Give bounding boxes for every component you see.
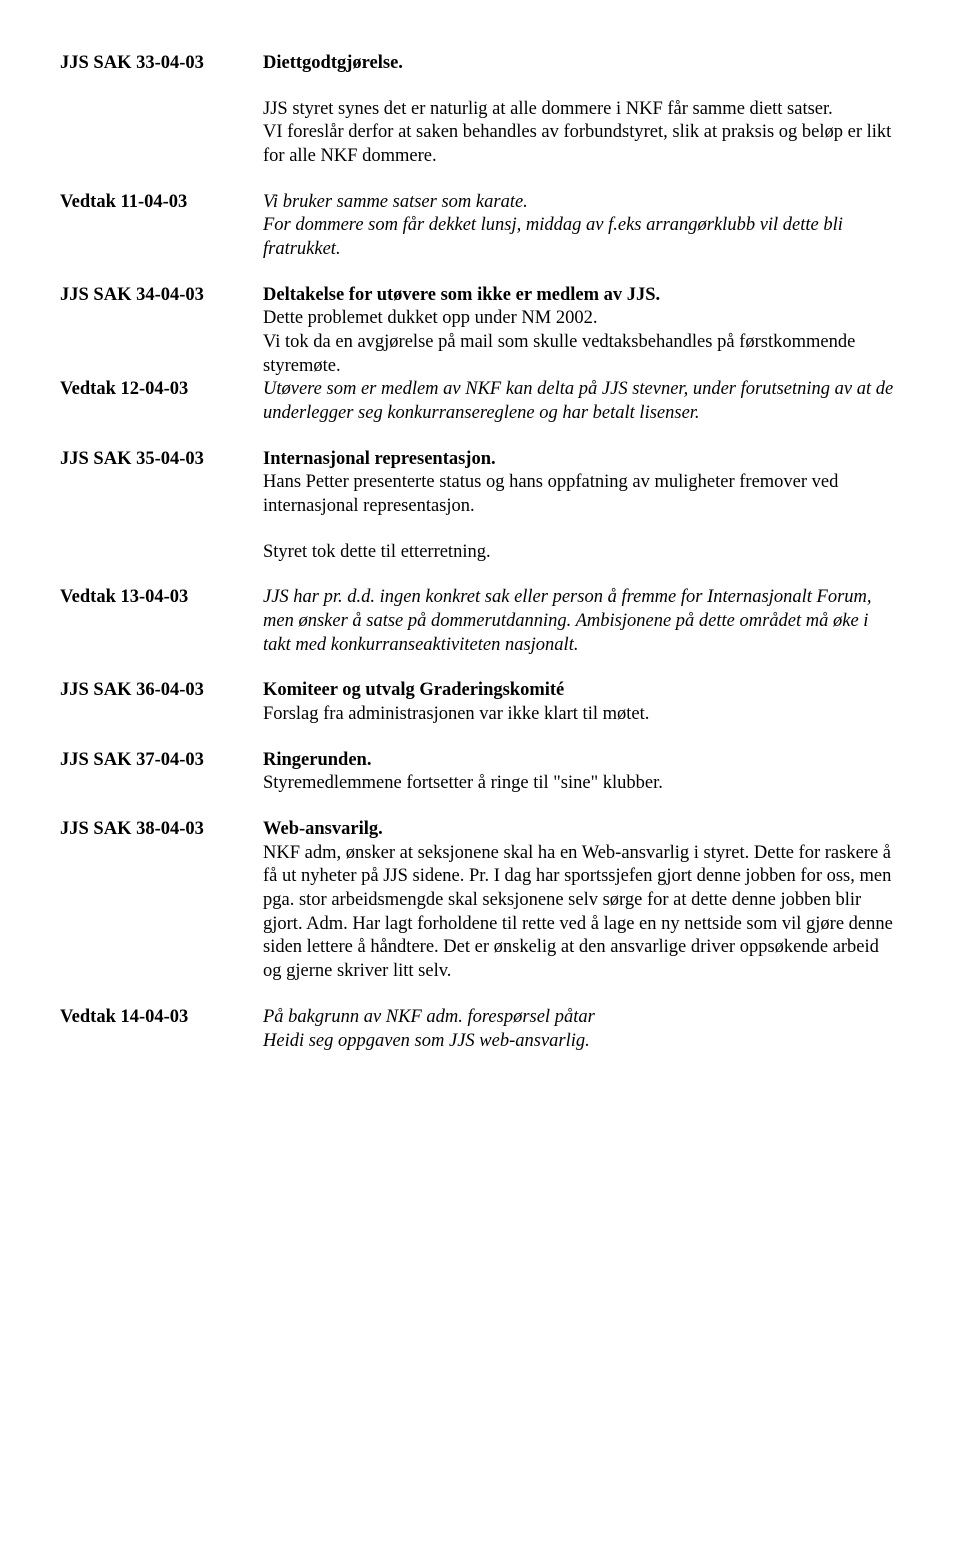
body-text: Vi tok da en avgjørelse på mail som skul… xyxy=(263,331,900,378)
case-label: JJS SAK 34-04-03 xyxy=(60,284,263,308)
body-text: VI foreslår derfor at saken behandles av… xyxy=(263,121,900,168)
vedtak-label: Vedtak 13-04-03 xyxy=(60,586,263,610)
body-text: Forslag fra administrasjonen var ikke kl… xyxy=(263,703,900,727)
case-label: JJS SAK 37-04-03 xyxy=(60,749,263,773)
vedtak-text: For dommere som får dekket lunsj, middag… xyxy=(263,214,900,261)
body-text: NKF adm, ønsker at seksjonene skal ha en… xyxy=(263,842,900,984)
vedtak-label: Vedtak 11-04-03 xyxy=(60,191,263,215)
case-title: Web-ansvarilg. xyxy=(263,818,900,842)
vedtak-text: Heidi seg oppgaven som JJS web-ansvarlig… xyxy=(263,1030,900,1054)
case-title: Deltakelse for utøvere som ikke er medle… xyxy=(263,284,900,308)
body-text: JJS styret synes det er naturlig at alle… xyxy=(263,98,900,122)
body-text: Dette problemet dukket opp under NM 2002… xyxy=(263,307,900,331)
case-label: JJS SAK 36-04-03 xyxy=(60,679,263,703)
case-title: Diettgodtgjørelse. xyxy=(263,52,900,76)
body-text: Styremedlemmene fortsetter å ringe til "… xyxy=(263,772,900,796)
body-text: Hans Petter presenterte status og hans o… xyxy=(263,471,900,518)
vedtak-text: Vi bruker samme satser som karate. xyxy=(263,191,900,215)
vedtak-text: Utøvere som er medlem av NKF kan delta p… xyxy=(263,378,900,425)
vedtak-text: På bakgrunn av NKF adm. forespørsel påta… xyxy=(263,1006,900,1030)
vedtak-label: Vedtak 14-04-03 xyxy=(60,1006,263,1030)
vedtak-label: Vedtak 12-04-03 xyxy=(60,378,263,402)
body-text: Styret tok dette til etterretning. xyxy=(263,541,900,565)
vedtak-text: JJS har pr. d.d. ingen konkret sak eller… xyxy=(263,586,900,657)
case-title: Internasjonal representasjon. xyxy=(263,448,900,472)
case-title: Komiteer og utvalg Graderingskomité xyxy=(263,679,900,703)
case-title: Ringerunden. xyxy=(263,749,900,773)
case-label: JJS SAK 38-04-03 xyxy=(60,818,263,842)
case-label: JJS SAK 33-04-03 xyxy=(60,52,263,76)
case-label: JJS SAK 35-04-03 xyxy=(60,448,263,472)
